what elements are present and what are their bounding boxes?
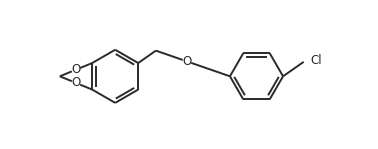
Text: Cl: Cl [310, 53, 322, 67]
Text: O: O [71, 63, 81, 76]
Text: O: O [71, 76, 81, 89]
Text: O: O [182, 55, 192, 68]
